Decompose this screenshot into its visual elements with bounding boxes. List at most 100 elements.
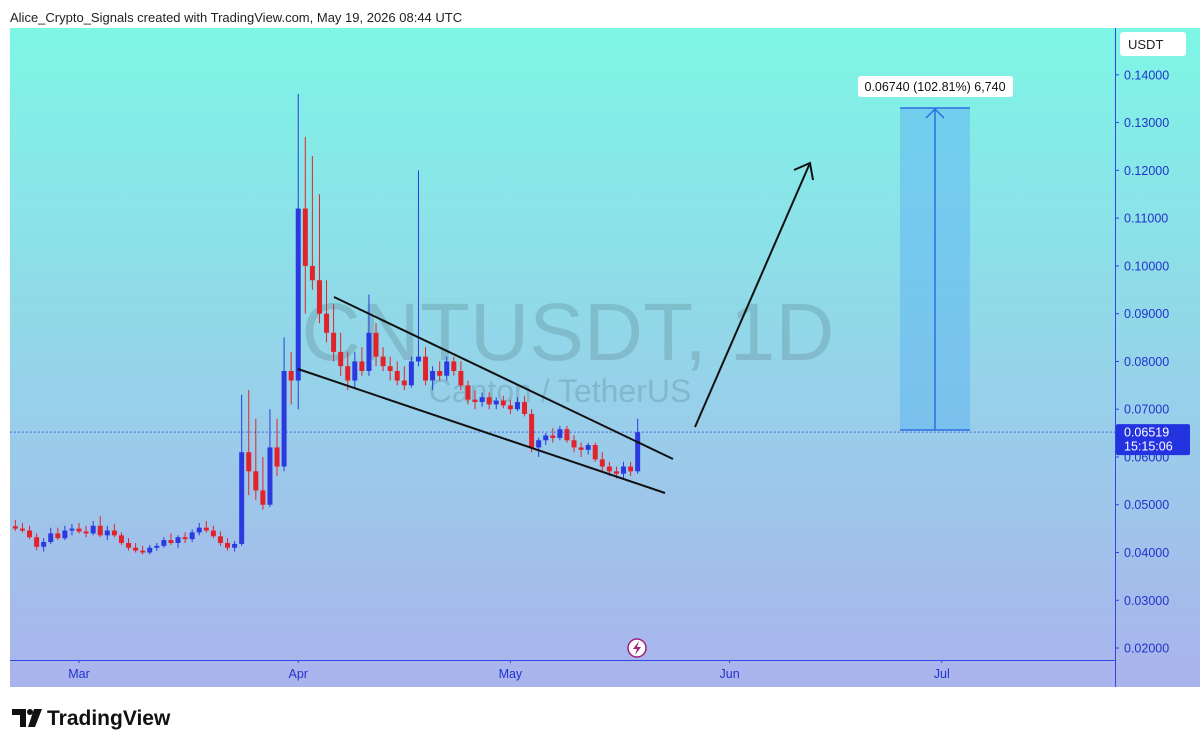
candle-body bbox=[599, 459, 605, 467]
candle-body bbox=[458, 370, 464, 386]
candle-body bbox=[444, 361, 450, 376]
x-tick-label: Jun bbox=[720, 667, 740, 681]
candle-body bbox=[48, 533, 54, 543]
y-tick-label: 0.05000 bbox=[1124, 498, 1169, 512]
candle-body bbox=[90, 525, 96, 534]
watermark-subtitle: Canton / TetherUS bbox=[429, 373, 692, 409]
currency-box[interactable] bbox=[1120, 32, 1186, 56]
countdown-label: 15:15:06 bbox=[1124, 440, 1173, 454]
candle-body bbox=[621, 466, 627, 474]
candle-body bbox=[578, 447, 584, 450]
y-tick-label: 0.08000 bbox=[1124, 355, 1169, 369]
candle-body bbox=[338, 351, 344, 367]
candle-body bbox=[536, 440, 542, 448]
candle-body bbox=[210, 530, 216, 537]
candle-body bbox=[550, 435, 556, 438]
x-tick-label: Mar bbox=[68, 667, 90, 681]
candle-body bbox=[522, 402, 528, 414]
candle-body bbox=[253, 471, 259, 491]
y-tick-label: 0.14000 bbox=[1124, 68, 1169, 82]
candle-body bbox=[189, 532, 195, 540]
candle-body bbox=[97, 525, 103, 536]
candle-body bbox=[34, 537, 40, 547]
candle-body bbox=[465, 385, 471, 400]
candle-body bbox=[302, 208, 308, 266]
candle-body bbox=[500, 400, 506, 406]
candle-body bbox=[571, 440, 577, 448]
candle-body bbox=[154, 545, 160, 548]
candle-body bbox=[147, 547, 153, 553]
candle-body bbox=[472, 399, 478, 403]
candle-body bbox=[366, 332, 372, 371]
y-tick-label: 0.03000 bbox=[1124, 594, 1169, 608]
candle-body bbox=[196, 527, 202, 533]
candle-body bbox=[423, 356, 429, 381]
candle-body bbox=[543, 435, 549, 441]
last-price-box bbox=[1116, 424, 1190, 456]
candle-body bbox=[493, 400, 499, 405]
candle-body bbox=[635, 432, 641, 472]
candle-body bbox=[451, 361, 457, 371]
candle-body bbox=[260, 490, 266, 505]
wedge-lower-line bbox=[297, 368, 666, 494]
candle-body bbox=[161, 540, 167, 546]
candle-body bbox=[613, 471, 619, 474]
candle-body bbox=[352, 361, 358, 381]
candle-body bbox=[239, 452, 245, 544]
chart-background bbox=[10, 28, 1200, 687]
candle-body bbox=[628, 466, 634, 472]
candle-body bbox=[182, 537, 188, 540]
y-tick-label: 0.13000 bbox=[1124, 116, 1169, 130]
y-tick-label: 0.04000 bbox=[1124, 546, 1169, 560]
candle-body bbox=[309, 265, 315, 281]
candle-body bbox=[225, 542, 231, 548]
measure-label: 0.06740 (102.81%) 6,740 bbox=[864, 80, 1005, 94]
projection-arrow bbox=[694, 162, 811, 428]
plot-area bbox=[10, 93, 1115, 555]
brand-name: TradingView bbox=[47, 707, 171, 730]
candle-body bbox=[437, 370, 443, 376]
candle-body bbox=[408, 361, 414, 386]
footer: TradingView bbox=[12, 707, 171, 730]
candle-body bbox=[430, 370, 436, 381]
candle-body bbox=[288, 370, 294, 381]
candle-body bbox=[373, 332, 379, 357]
candle-body bbox=[246, 452, 252, 472]
candle-body bbox=[564, 429, 570, 441]
y-tick-label: 0.12000 bbox=[1124, 164, 1169, 178]
candle-body bbox=[104, 530, 110, 536]
y-tick-label: 0.09000 bbox=[1124, 307, 1169, 321]
candle-body bbox=[345, 366, 351, 381]
candle-body bbox=[69, 528, 75, 531]
candle-body bbox=[331, 332, 337, 352]
candle-body bbox=[168, 540, 174, 543]
candle-body bbox=[415, 356, 421, 362]
y-tick-label: 0.10000 bbox=[1124, 259, 1169, 273]
brand-logo-part bbox=[28, 709, 42, 727]
candle-body bbox=[592, 445, 598, 460]
candle-body bbox=[274, 447, 280, 467]
x-tick-label: May bbox=[499, 667, 523, 681]
candle-body bbox=[529, 413, 535, 448]
y-tick-label: 0.11000 bbox=[1124, 212, 1168, 226]
candle-body bbox=[585, 445, 591, 450]
candle-body bbox=[217, 536, 223, 543]
candle-body bbox=[41, 542, 47, 547]
candle-body bbox=[267, 447, 273, 505]
candle-body bbox=[479, 397, 485, 403]
candle-body bbox=[12, 526, 18, 529]
measure-label-box bbox=[858, 76, 1013, 97]
candle-body bbox=[359, 361, 365, 371]
candle-body bbox=[606, 466, 612, 472]
wedge-upper-line bbox=[333, 296, 674, 460]
candle-body bbox=[232, 543, 238, 548]
x-tick-label: Jul bbox=[934, 667, 950, 681]
brand-logo-part bbox=[12, 709, 26, 727]
brand-logo-dot bbox=[27, 709, 33, 715]
header-credit: Alice_Crypto_Signals created with Tradin… bbox=[10, 10, 462, 25]
candle-body bbox=[76, 528, 82, 532]
projection-arrow-head bbox=[793, 161, 814, 181]
y-tick-label: 0.02000 bbox=[1124, 642, 1169, 656]
drawings: 0.06740 (102.81%) 6,740 bbox=[297, 76, 1013, 658]
